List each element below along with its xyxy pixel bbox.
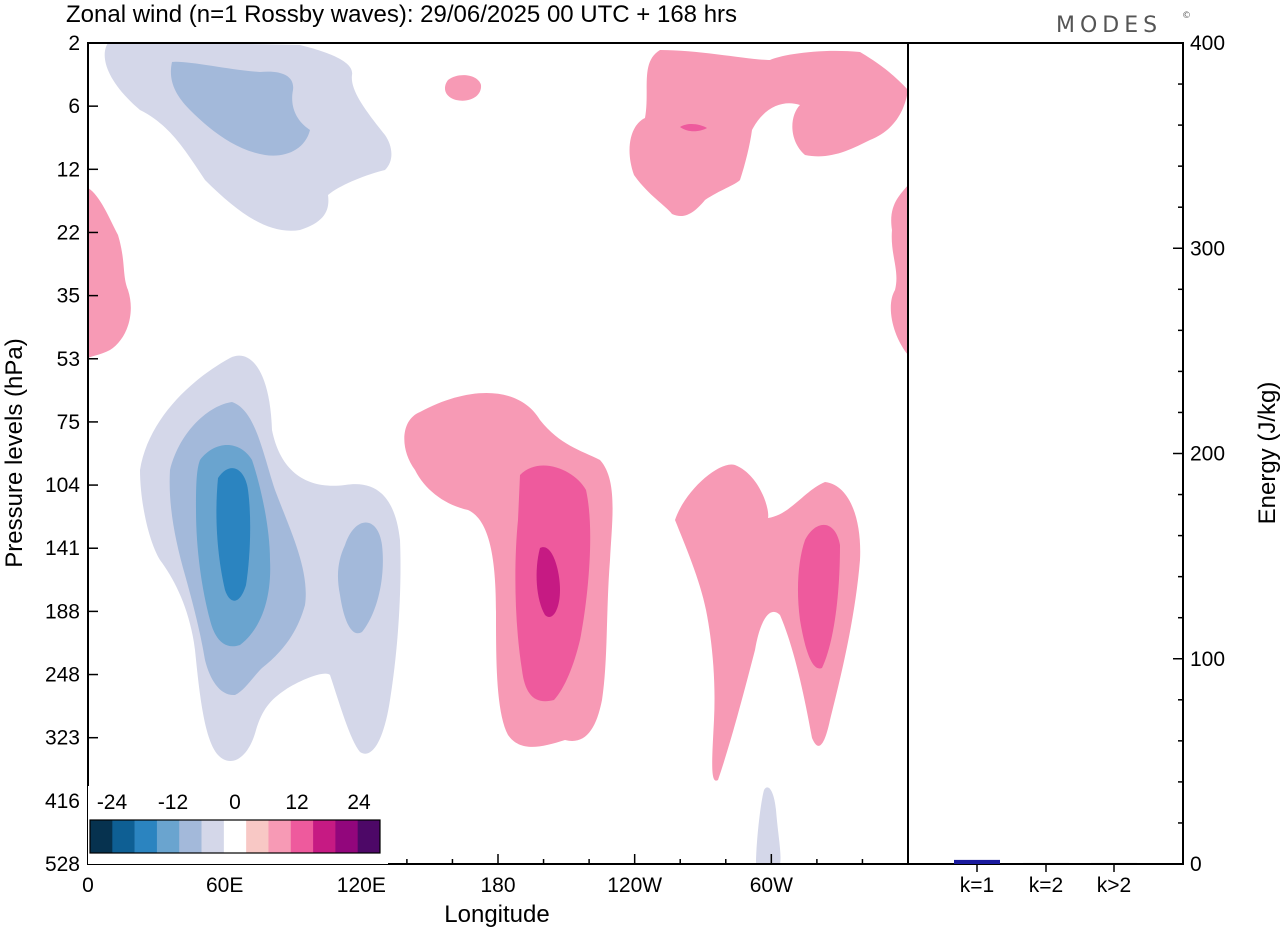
y-tick-label: 22 [57, 221, 80, 244]
contour-pos-top-blob [629, 50, 908, 217]
energy-bar [1023, 862, 1069, 865]
contour-pos-small [444, 75, 482, 101]
y-tick-label: 416 [45, 790, 80, 813]
x-tick-label: 60E [206, 874, 243, 897]
y-axis-label: Pressure levels (hPa) [1, 338, 28, 567]
y-tick-label: 323 [45, 727, 80, 750]
colorbar-swatch [90, 820, 113, 853]
energy-bars: k=1 k=2 k>2 [954, 859, 1137, 897]
bar-category-label: k=1 [960, 874, 994, 897]
contour-pos-center-core [536, 547, 560, 618]
colorbar-swatch [134, 820, 158, 853]
energy-bar [954, 859, 1000, 864]
colorbar-swatch [335, 820, 358, 853]
y-tick-label: 141 [45, 537, 80, 560]
chart-title: Zonal wind (n=1 Rossby waves): 29/06/202… [66, 1, 737, 28]
x-axis-label: Longitude [444, 901, 549, 928]
colorbar-label: -24 [97, 791, 128, 814]
y-tick-label: 35 [57, 285, 80, 308]
energy-bar [1091, 862, 1137, 865]
y-tick-label: 6 [68, 95, 80, 118]
y-tick-label: 188 [45, 600, 80, 623]
x-tick-label: 0 [82, 874, 94, 897]
contour-pos-right-mid [797, 524, 840, 669]
y-axis: 2 6 12 22 35 53 75 104 141 188 248 323 416 528 [45, 32, 98, 876]
x-tick-label: 60W [750, 874, 793, 897]
energy-tick-label: 400 [1190, 32, 1225, 55]
contour-neg-right-4 [337, 522, 383, 634]
colorbar-swatch [357, 820, 381, 853]
colorbar-swatch [223, 820, 247, 853]
energy-tick-label: 100 [1190, 648, 1225, 671]
energy-axis: 0 100 200 300 400 [1173, 32, 1225, 876]
colorbar: -24 -12 0 12 24 [88, 786, 388, 864]
x-tick-label: 180 [480, 874, 515, 897]
colorbar-label: 12 [285, 791, 308, 814]
colorbar-frame [89, 819, 381, 854]
modes-logo: MODES [1056, 13, 1162, 38]
energy-plot-frame [907, 42, 1184, 865]
energy-tick-label: 200 [1190, 443, 1225, 466]
logo-mark: © [1182, 11, 1191, 21]
contour-neg-top-inner [170, 61, 310, 156]
contour-pos-low-b2 [890, 185, 908, 355]
colorbar-label: 24 [347, 791, 371, 814]
colorbar-swatch [112, 820, 135, 853]
bar-category-label: k>2 [1097, 874, 1131, 897]
y-tick-label: 2 [68, 32, 80, 55]
x-tick-label: 120W [607, 874, 662, 897]
colorbar-swatch [313, 820, 336, 853]
y-tick-label: 12 [57, 158, 80, 181]
contour-neg-left-2 [216, 468, 251, 601]
colorbar-label: 0 [229, 791, 241, 814]
x-tick-label: 120E [337, 874, 386, 897]
energy-axis-label: Energy (J/kg) [1254, 382, 1280, 525]
colorbar-swatch [179, 820, 202, 853]
contour-neg-bottom [756, 787, 781, 864]
energy-tick-label: 300 [1190, 237, 1225, 260]
contour-pos-top-inner [680, 124, 707, 132]
colorbar-swatch [268, 820, 292, 853]
colorbar-swatch [290, 820, 314, 853]
y-tick-label: 75 [57, 411, 80, 434]
colorbar-label: -12 [158, 791, 188, 814]
y-tick-label: 248 [45, 664, 80, 687]
y-tick-label: 528 [45, 853, 80, 876]
contour-pos-low-b1 [88, 188, 131, 358]
contour-field [88, 43, 908, 864]
bar-category-label: k=2 [1029, 874, 1063, 897]
colorbar-swatch [201, 820, 225, 853]
y-tick-label: 53 [57, 348, 80, 371]
colorbar-swatch [246, 820, 269, 853]
y-tick-label: 104 [45, 474, 80, 497]
energy-tick-label: 0 [1190, 853, 1202, 876]
colorbar-swatch [156, 820, 180, 853]
